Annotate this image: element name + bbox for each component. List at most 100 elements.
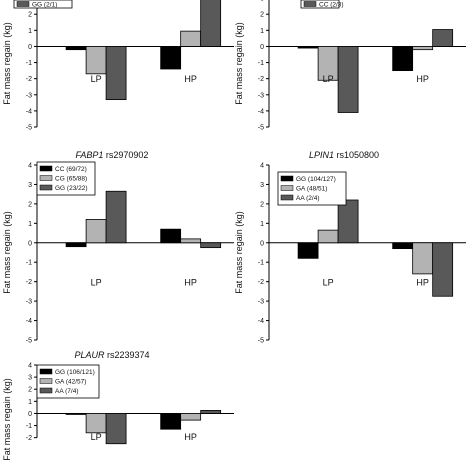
legend-swatch [280, 194, 294, 201]
y-tick-label: -4 [26, 318, 32, 325]
y-tick-label: 0 [28, 240, 32, 247]
legend-entry: GA (48/51) [296, 186, 327, 193]
y-tick-label: -2 [26, 76, 32, 83]
y-axis-label: Fat mass regain (kg) [234, 211, 244, 294]
y-tick-label: 1 [28, 28, 32, 35]
y-tick-label: 3 [260, 0, 264, 3]
legend-swatch [39, 387, 53, 394]
y-tick-label: 4 [260, 163, 264, 170]
bar-hp-2 [412, 46, 434, 51]
bar-lp-2 [317, 229, 339, 244]
chart-title: LPIN1 rs1050800 [309, 150, 379, 160]
y-tick-label: -3 [258, 92, 264, 99]
bar-lp-1 [65, 413, 87, 415]
y-axis-label: Fat mass regain (kg) [2, 211, 12, 294]
legend-entry: GG (2/1) [32, 2, 57, 9]
y-tick-label: -3 [26, 92, 32, 99]
y-tick-label: -4 [258, 108, 264, 115]
bar-hp-2 [412, 242, 434, 275]
y-tick-label: -2 [26, 279, 32, 286]
bar-hp-3 [200, 0, 222, 47]
chart-panel-5: -2 -1 0 1 2 3 4 Fat mass regain (kg) LP HP PLAUR r… [2, 350, 234, 461]
y-tick-label: 0 [28, 44, 32, 51]
bar-hp-1 [160, 228, 182, 244]
legend-box [13, 0, 73, 9]
y-tick-label: -4 [26, 108, 32, 115]
y-tick-label: -3 [258, 299, 264, 306]
group-label-hp: HP [416, 74, 429, 84]
y-tick-label: 2 [28, 201, 32, 208]
bar-lp-1 [297, 46, 319, 49]
y-tick-label: -1 [258, 60, 264, 67]
bar-lp-2 [85, 46, 107, 75]
legend-entry: GA (42/57) [55, 379, 86, 386]
group-label-hp: HP [184, 74, 197, 84]
bar-lp-1 [65, 46, 87, 51]
bar-hp-3 [432, 242, 454, 297]
y-axis-label: Fat mass regain (kg) [234, 22, 244, 105]
y-tick-label: 1 [260, 221, 264, 228]
y-tick-label: -2 [258, 279, 264, 286]
group-label-lp: LP [323, 278, 334, 288]
y-tick-label: -5 [258, 125, 264, 132]
bar-hp-2 [180, 238, 202, 244]
legend-entry: CC (2/3) [319, 2, 344, 9]
bar-hp-2 [180, 413, 202, 421]
y-tick-label: -5 [258, 338, 264, 345]
bar-lp-3 [337, 199, 359, 244]
bar-hp-1 [392, 242, 414, 250]
bar-lp-1 [297, 242, 319, 259]
bar-hp-3 [200, 242, 222, 249]
bar-lp-3 [105, 190, 127, 244]
legend-box [300, 0, 340, 9]
y-tick-label: 3 [28, 375, 32, 382]
bar-lp-3 [337, 46, 359, 113]
y-tick-label: -1 [258, 260, 264, 267]
legend-swatch [16, 1, 30, 7]
y-tick-label: 0 [260, 44, 264, 51]
legend-entry: CG (65/88) [55, 176, 87, 183]
y-tick-label: -1 [26, 60, 32, 67]
y-tick-label: 2 [260, 201, 264, 208]
y-tick-label: 1 [28, 399, 32, 406]
chart-panel-1: -5-4-3-2-10123Fat mass regain (kg)LPHPGG… [2, 0, 234, 132]
y-tick-label: -2 [26, 435, 32, 442]
bar-lp-3 [105, 413, 127, 445]
y-tick-label: 2 [28, 387, 32, 394]
bar-hp-1 [392, 46, 414, 72]
chart-panel-3: -5 -4 -3 -2 -1 0 1 2 3 4 Fat mass regain (kg) LP HP F… [2, 150, 234, 345]
bar-hp-1 [160, 413, 182, 430]
bar-lp-2 [85, 219, 107, 244]
group-label-lp: LP [323, 74, 334, 84]
group-label-lp: LP [91, 278, 102, 288]
group-label-hp: HP [416, 278, 429, 288]
bar-lp-1 [65, 242, 87, 248]
y-tick-label: 0 [28, 411, 32, 418]
group-label-hp: HP [184, 278, 197, 288]
y-tick-label: 0 [260, 240, 264, 247]
chart-title: FABP1 rs2970902 [76, 150, 149, 160]
y-tick-label: 4 [28, 363, 32, 370]
bar-hp-3 [200, 410, 222, 414]
legend-entry: AA (7/4) [55, 388, 78, 395]
y-tick-label: 2 [28, 12, 32, 19]
group-label-lp: LP [91, 74, 102, 84]
legend-swatch [280, 185, 294, 191]
y-tick-label: -1 [26, 423, 32, 430]
chart-panel-4: -5 -4 -3 -2 -1 0 1 2 3 4 Fat mass regain (kg) LP HP L… [234, 150, 466, 345]
y-tick-label: -5 [26, 338, 32, 345]
legend-swatch [39, 165, 53, 172]
legend-swatch [39, 378, 53, 384]
legend-swatch [280, 175, 294, 182]
y-tick-label: -1 [26, 260, 32, 267]
bar-hp-1 [160, 46, 182, 70]
legend-entry: CC (69/72) [55, 166, 87, 173]
group-label-lp: LP [91, 432, 102, 442]
bar-hp-2 [180, 30, 202, 47]
legend-entry: AA (2/4) [296, 195, 319, 202]
legend-entry: GG (23/22) [55, 185, 88, 192]
y-tick-label: 3 [28, 182, 32, 189]
chart-panel-2: -5 -4 -3 -2 -1 0 1 2 3 Fat mass regain (kg) LP HP CC… [234, 0, 466, 132]
y-tick-label: -3 [26, 299, 32, 306]
legend-entry: GG (104/127) [296, 176, 336, 183]
